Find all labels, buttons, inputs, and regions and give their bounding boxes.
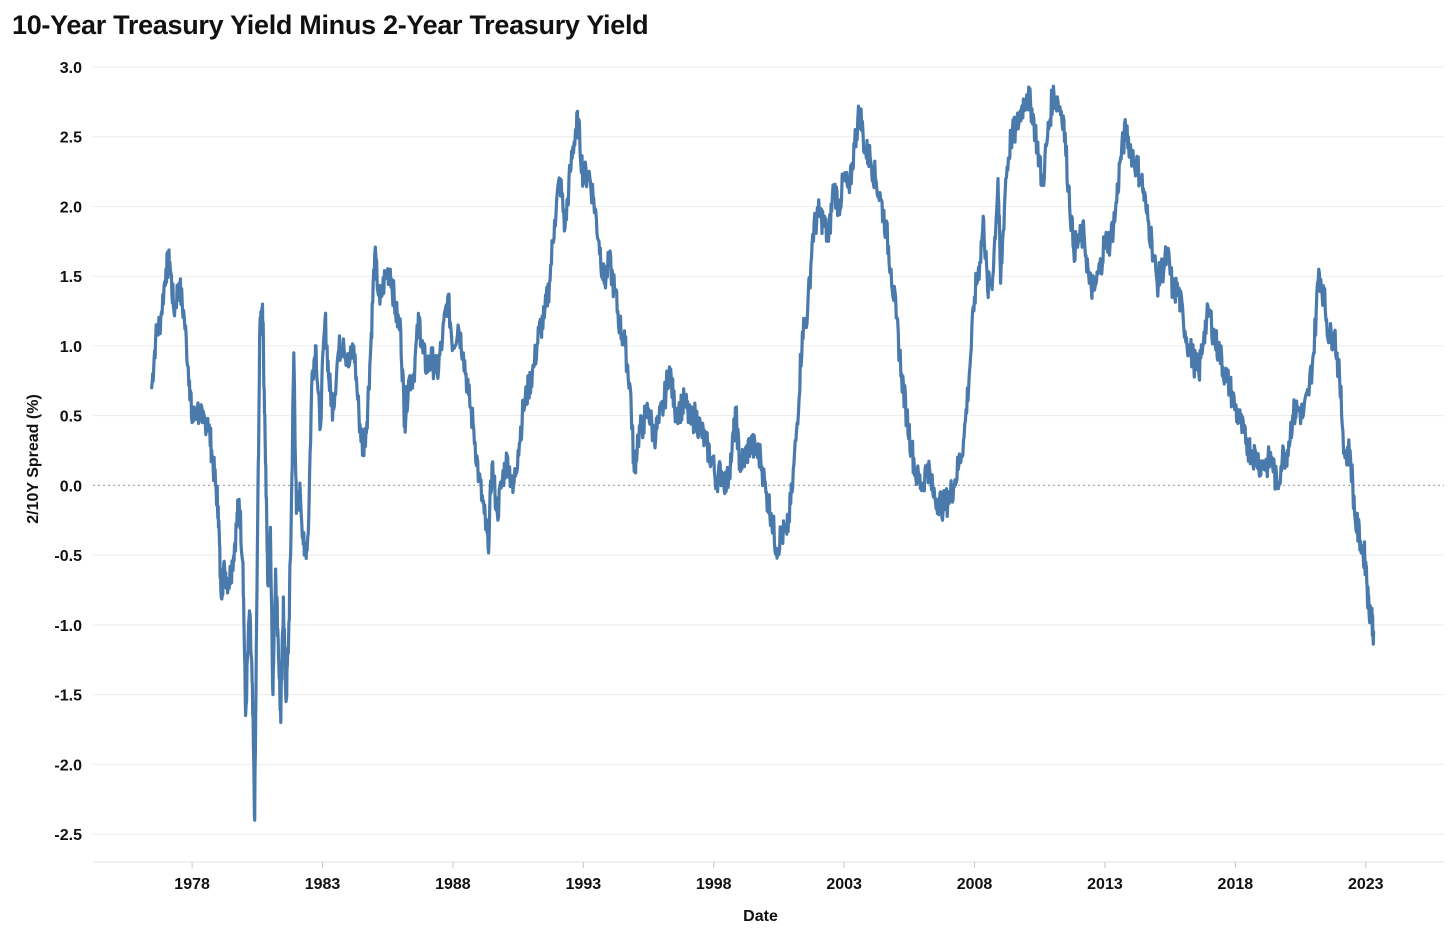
x-tick-label: 2023: [1348, 876, 1384, 893]
x-tick-label: 1983: [305, 876, 341, 893]
y-tick-label: 2.0: [60, 199, 82, 216]
chart-title: 10-Year Treasury Yield Minus 2-Year Trea…: [12, 10, 649, 40]
x-tick-label: 1988: [435, 876, 471, 893]
x-tick-label: 1993: [566, 876, 602, 893]
grid-lines: [93, 66, 1444, 835]
x-tick-label: 1978: [174, 876, 210, 893]
axes: [93, 861, 1444, 868]
x-tick-label: 2008: [957, 876, 993, 893]
y-tick-label: 3.0: [60, 60, 82, 77]
x-axis-title: Date: [743, 908, 778, 925]
y-tick-label: 1.5: [60, 269, 82, 286]
y-tick-label: -1.0: [54, 618, 82, 635]
axis-labels: 3.0 2.5 2.0 1.5 1.0 0.5 0.0 -0.5 -1.0 -1.5 -2.0 -2.…: [25, 60, 1384, 925]
y-tick-label: 0.0: [60, 478, 82, 495]
x-tick-label: 1998: [696, 876, 732, 893]
series-line: [150, 84, 1376, 822]
y-tick-label: -2.0: [54, 757, 82, 774]
series: [150, 84, 1376, 822]
y-tick-label: 2.5: [60, 130, 82, 147]
x-tick-label: 2003: [826, 876, 862, 893]
y-tick-label: 0.5: [60, 409, 82, 426]
x-tick-label: 2018: [1218, 876, 1254, 893]
y-tick-label: -0.5: [54, 548, 82, 565]
y-tick-label: -2.5: [54, 827, 82, 844]
y-tick-label: 1.0: [60, 339, 82, 356]
x-tick-label: 2013: [1087, 876, 1123, 893]
y-axis-title: 2/10Y Spread (%): [25, 394, 42, 524]
y-tick-label: -1.5: [54, 688, 82, 705]
